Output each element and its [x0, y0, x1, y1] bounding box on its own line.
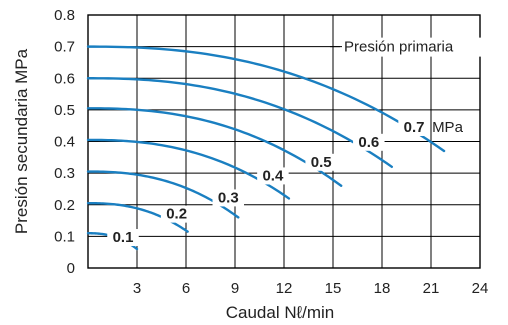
x-tick-label: 18 [374, 280, 391, 297]
x-tick-label: 3 [133, 280, 141, 297]
y-tick-label: 0 [67, 260, 75, 277]
curve-0.7 [86, 45, 446, 153]
curve-label-background [160, 205, 193, 223]
curve-label-background [107, 229, 139, 247]
plot-frame [87, 14, 481, 269]
annotation-background [340, 37, 482, 57]
y-tick-label: 0.4 [54, 134, 75, 151]
y-axis-label: Presión secundaria MPa [12, 48, 31, 234]
curve-label-background [212, 189, 245, 207]
annotation-primary-pressure: Presión primaria [344, 39, 454, 56]
curve-label-0.6: 0.6 [358, 134, 379, 151]
y-tick-label: 0.5 [54, 102, 75, 119]
tick-labels: 3 6 9 12 15 18 21 24 0 0.1 0.2 0.3 0.4 0.5 0.6 0.7 0.8 [54, 7, 488, 297]
curve-0.6 [86, 77, 393, 168]
x-tick-label: 9 [231, 280, 239, 297]
x-axis-label: Caudal Nℓ/min [226, 303, 334, 322]
x-tick-label: 24 [472, 280, 489, 297]
x-tick-label: 12 [276, 280, 293, 297]
x-tick-label: 21 [423, 280, 440, 297]
curve-label-background [398, 118, 430, 136]
curve-label-0.5: 0.5 [311, 154, 332, 171]
curve-label-0.7: 0.7 [404, 119, 425, 136]
curve-label-0.4: 0.4 [262, 167, 284, 184]
x-tick-label: 6 [182, 280, 190, 297]
curve-label-0.1: 0.1 [113, 229, 134, 246]
curve-label-0.2: 0.2 [166, 206, 187, 223]
curve-label-0.3: 0.3 [218, 189, 239, 206]
curve-label-background [257, 167, 289, 185]
y-tick-label: 0.3 [54, 165, 75, 182]
curve-labels: 0.1 0.2 0.3 0.4 0.5 0.6 0.7 [107, 118, 430, 247]
y-tick-label: 0.8 [54, 7, 75, 24]
curve-label-background [353, 133, 385, 151]
y-tick-label: 0.6 [54, 70, 75, 87]
unit-label: MPa [432, 119, 464, 136]
curve-0.4 [86, 138, 291, 200]
curves [86, 45, 446, 251]
x-tick-label: 15 [325, 280, 342, 297]
y-tick-label: 0.1 [54, 228, 75, 245]
y-tick-label: 0.2 [54, 197, 75, 214]
curve-label-background [305, 153, 337, 171]
curve-0.5 [86, 107, 343, 187]
y-tick-label: 0.7 [54, 39, 75, 56]
